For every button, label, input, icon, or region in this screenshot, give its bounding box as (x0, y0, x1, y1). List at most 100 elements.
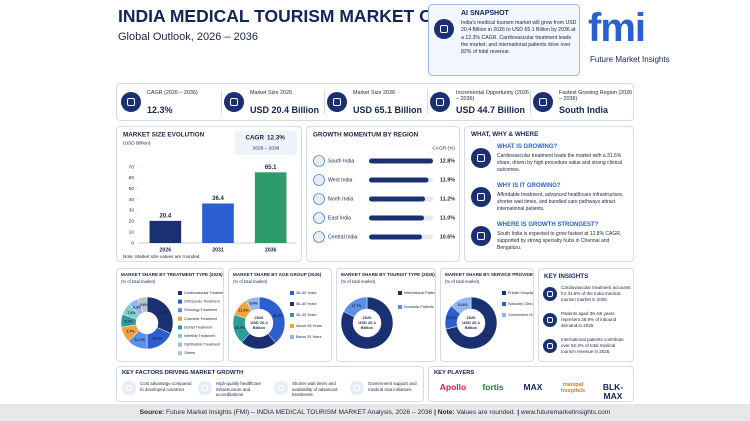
data-label: 11.3% (239, 308, 250, 312)
chart-subtitle: (% of total market) (121, 279, 156, 284)
subtitle: Global Outlook, 2026 – 2036 (118, 31, 259, 43)
legend-swatch (178, 291, 182, 295)
icon-glyph (547, 343, 553, 349)
item-text: South India is expected to grow fastest … (497, 231, 622, 251)
y-tick-label: 40 (129, 197, 135, 203)
bar (369, 158, 433, 164)
legend-label: Orthopedic Treatment (184, 300, 220, 304)
legend-label: Government Hospitals (508, 313, 534, 317)
region-panel: GROWTH MOMENTUM BY REGION CAGR (%) South I… (306, 126, 460, 262)
chart-canvas: MARKET SHARE BY SERVICE PROVIDER (2026) (… (444, 272, 534, 350)
chart-subtitle: (% of total market) (341, 279, 376, 284)
icon (471, 148, 491, 168)
legend-label: Cardiovascular Treatment (184, 291, 224, 295)
center-label: 2026 (255, 315, 265, 320)
legend-label: Infertility Treatment (184, 334, 215, 338)
donut-panel: MARKET SHARE BY SERVICE PROVIDER (2026) (… (440, 268, 534, 362)
region-icon (313, 174, 325, 186)
legend-label: Oncology Treatment (184, 308, 217, 312)
data-label: 5.8% (140, 303, 149, 307)
icon-glyph (477, 232, 485, 240)
data-label: 36.4 (212, 196, 224, 202)
center-label: Billion (361, 325, 374, 330)
chart-title: MARKET SHARE BY TOURIST TYPE (2026) (341, 272, 435, 277)
icon-glyph (477, 154, 485, 162)
ai-title: AI SNAPSHOT (461, 10, 509, 17)
player-logo: fortis (482, 382, 504, 392)
item-text: Cardiovascular treatment leads the marke… (497, 153, 623, 173)
donut-slice (445, 296, 498, 350)
www-panel: WHAT, WHY & WHERE WHAT IS GROWING? Cardiov… (464, 126, 634, 262)
data-label: 22.7% (254, 341, 265, 345)
value-axis-label: CAGR (%) (432, 145, 455, 151)
icon-glyph (354, 385, 360, 391)
data-label: 11.2% (440, 196, 455, 202)
kpi-divider (324, 90, 325, 114)
y-tick-label: 70 (129, 164, 135, 170)
data-label: 10.6% (440, 234, 455, 240)
legend-swatch (398, 305, 402, 309)
insight-text: Patients aged 36–55 years represent 38.9… (561, 311, 617, 329)
factor-text: Shorter wait times and availability of a… (292, 381, 338, 398)
center-label: 2026 (467, 315, 477, 320)
legend-swatch (178, 299, 182, 304)
legend-label: Above 65 Years (296, 324, 322, 328)
chart-title: GROWTH MOMENTUM BY REGION (313, 132, 419, 139)
bar (369, 196, 425, 202)
kpi-label: CAGR (2026 – 2036) (147, 90, 198, 96)
donut-slice (451, 296, 472, 315)
center-label: USD 20.4 (462, 320, 480, 325)
icon (274, 381, 288, 395)
footer: Source: Future Market Insights (FMI) – I… (0, 404, 750, 421)
legend-swatch (290, 302, 294, 306)
callout-value: 12.3% (267, 135, 285, 142)
legend-swatch (502, 313, 506, 317)
chart-title: MARKET SIZE EVOLUTION (123, 132, 205, 139)
y-tick-label: 30 (129, 208, 135, 214)
factor-text: Cost advantage compared to developed cou… (140, 381, 192, 392)
kpi-divider (427, 90, 428, 114)
center-label: 2026 (363, 315, 373, 320)
icon (471, 226, 491, 246)
icon (471, 187, 491, 207)
icon (121, 92, 141, 112)
donut-slice (343, 296, 368, 318)
icon (543, 287, 557, 301)
separator: | (517, 409, 520, 416)
data-label: 12.7% (135, 338, 146, 342)
data-label: 9.7% (126, 329, 135, 333)
legend-label: Specialty Clinics (508, 302, 534, 306)
source-label: Source: (139, 409, 165, 416)
x-tick-label: 2031 (212, 247, 224, 253)
donut-panel: MARKET SHARE BY AGE GROUP (2026) (% of to… (228, 268, 332, 362)
callout-box (235, 131, 297, 155)
legend-label: 26–35 Years (296, 313, 317, 317)
icon-glyph (202, 385, 208, 391)
icon (543, 313, 557, 327)
chart-title: MARKET SHARE BY SERVICE PROVIDER (2026) (445, 272, 534, 277)
legend-label: Below 25 Years (296, 335, 322, 339)
region-icon (313, 155, 325, 167)
icon-glyph (539, 98, 547, 106)
data-label: 8.4% (250, 302, 259, 306)
donut-slice (245, 296, 260, 312)
icon-glyph (127, 98, 135, 106)
ai-text: India's medical tourism market will grow… (461, 20, 577, 56)
panel-title: KEY PLAYERS (434, 370, 475, 376)
icon (350, 381, 364, 395)
data-label: 20.4 (159, 213, 171, 219)
y-tick-label: 50 (129, 186, 135, 192)
category-label: West India (328, 177, 353, 183)
data-label: 6.3% (133, 305, 142, 309)
icon (434, 19, 454, 39)
factors-panel: KEY FACTORS DRIVING MARKET GROWTH Cost ad… (116, 366, 424, 402)
y-tick-label: 10 (129, 229, 135, 235)
legend-swatch (178, 316, 182, 321)
center-label: USD 20.4 (358, 320, 376, 325)
insights-panel: KEY INSIGHTS Cardiovascular treatment acc… (538, 268, 634, 362)
bar-panel: MARKET SIZE EVOLUTION (USD Billion) CAGR 12… (116, 126, 302, 262)
legend-label: Private Hospitals (508, 291, 534, 295)
player-logo: MAX (523, 382, 543, 392)
y-tick-label: 60 (129, 175, 135, 181)
insight-text: Cardiovascular treatment accounts for 31… (561, 285, 631, 303)
